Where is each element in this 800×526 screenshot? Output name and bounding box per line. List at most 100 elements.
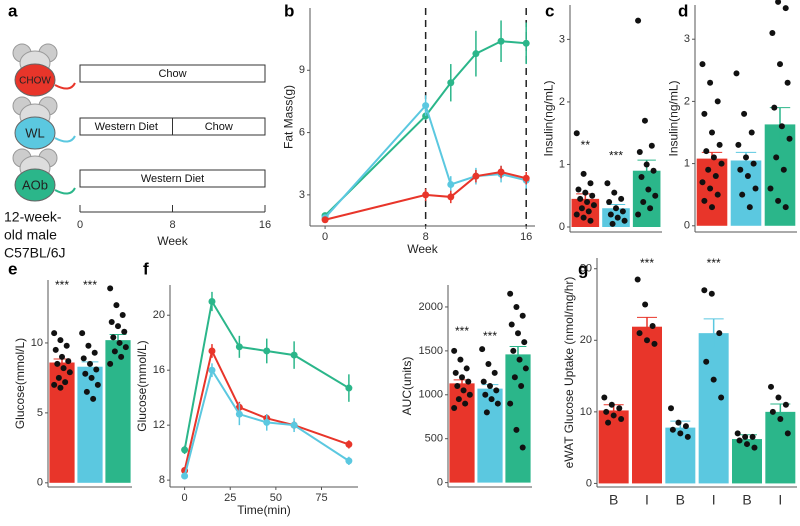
y-tick-label: 2000 <box>419 301 443 313</box>
caption: C57BL/6J <box>4 245 65 261</box>
data-point <box>57 384 64 391</box>
y-axis-label: Fat Mass(g) <box>282 85 296 149</box>
data-point <box>90 395 97 402</box>
timeline-segment <box>79 64 266 83</box>
data-point <box>609 220 616 227</box>
data-point <box>709 129 715 136</box>
data-point <box>699 179 706 186</box>
y-tick-label: 10 <box>31 337 43 349</box>
data-point <box>782 204 789 211</box>
bar <box>765 411 796 484</box>
data-point <box>710 376 717 383</box>
data-point <box>59 353 65 360</box>
data-point <box>708 290 715 297</box>
data-point <box>734 430 741 437</box>
series-line <box>324 103 527 219</box>
data-point <box>493 387 500 394</box>
y-tick-label: 20 <box>153 309 165 321</box>
bar <box>696 158 728 226</box>
data-point <box>634 276 641 283</box>
bar <box>49 362 75 483</box>
y-tick-label: 3 <box>299 189 305 201</box>
point <box>235 410 243 418</box>
data-point <box>751 444 758 451</box>
y-tick-label: 1 <box>684 157 690 169</box>
timeline-tick-label: 0 <box>77 219 83 231</box>
data-point <box>746 204 753 211</box>
data-point <box>601 394 608 401</box>
y-tick-label: 6 <box>299 126 305 138</box>
point <box>497 37 505 45</box>
bar <box>730 160 762 226</box>
data-point <box>771 104 778 111</box>
timeline-label: Western Diet <box>141 173 204 185</box>
data-point <box>737 166 744 173</box>
data-point <box>616 405 623 412</box>
point <box>447 180 455 188</box>
y-tick-label: 12 <box>153 419 165 431</box>
data-point <box>775 197 782 204</box>
timeline-label: Western Diet <box>95 121 158 133</box>
data-point <box>744 441 750 448</box>
significance: *** <box>83 278 97 292</box>
data-point <box>519 312 526 319</box>
point <box>472 50 480 58</box>
data-point <box>507 400 514 407</box>
data-point <box>54 360 61 367</box>
data-point <box>645 186 652 193</box>
data-point <box>113 302 120 309</box>
timeline-label: Chow <box>205 121 233 133</box>
data-point <box>119 311 126 318</box>
x-tick-label: 8 <box>423 231 429 243</box>
data-point <box>735 141 742 148</box>
data-point <box>652 192 659 199</box>
data-point <box>636 330 643 337</box>
data-point <box>782 401 789 408</box>
data-point <box>778 123 785 130</box>
data-point <box>85 342 92 349</box>
x-axis-label: Time(min) <box>237 503 291 517</box>
y-axis-label: Insulin(ng/mL) <box>667 80 681 156</box>
point <box>290 351 298 359</box>
data-point <box>668 405 674 412</box>
y-tick-label: 3 <box>559 33 565 45</box>
data-point <box>750 160 757 167</box>
point <box>422 191 430 199</box>
data-point <box>777 61 783 68</box>
data-point <box>580 214 587 221</box>
y-tick-label: 10 <box>580 406 592 418</box>
bar <box>598 410 629 484</box>
data-point <box>743 154 749 161</box>
data-point <box>107 285 114 292</box>
data-point <box>712 173 719 180</box>
data-point <box>644 337 650 344</box>
data-point <box>66 369 73 376</box>
point <box>181 472 189 480</box>
data-point <box>769 408 776 415</box>
data-point <box>716 141 723 148</box>
data-point <box>635 17 642 24</box>
data-point <box>604 180 611 187</box>
x-tick-label: I <box>778 492 782 508</box>
data-point <box>640 198 647 205</box>
significance: ** <box>581 138 591 152</box>
data-point <box>707 79 714 86</box>
data-point <box>460 387 467 394</box>
significance: *** <box>455 324 469 338</box>
data-point <box>607 211 614 218</box>
data-point <box>635 211 642 218</box>
caption: 12-week- <box>4 209 62 225</box>
data-point <box>518 383 525 389</box>
x-tick-label: B <box>676 492 685 508</box>
data-point <box>87 360 93 367</box>
series-line <box>183 298 350 451</box>
data-point <box>682 423 689 430</box>
data-point <box>675 419 682 426</box>
data-point <box>52 346 59 353</box>
y-tick-label: 8 <box>159 474 165 486</box>
data-point <box>703 148 710 155</box>
data-point <box>582 189 589 196</box>
data-point <box>587 180 594 187</box>
significance: *** <box>609 149 623 163</box>
x-tick-label: 75 <box>315 492 327 504</box>
